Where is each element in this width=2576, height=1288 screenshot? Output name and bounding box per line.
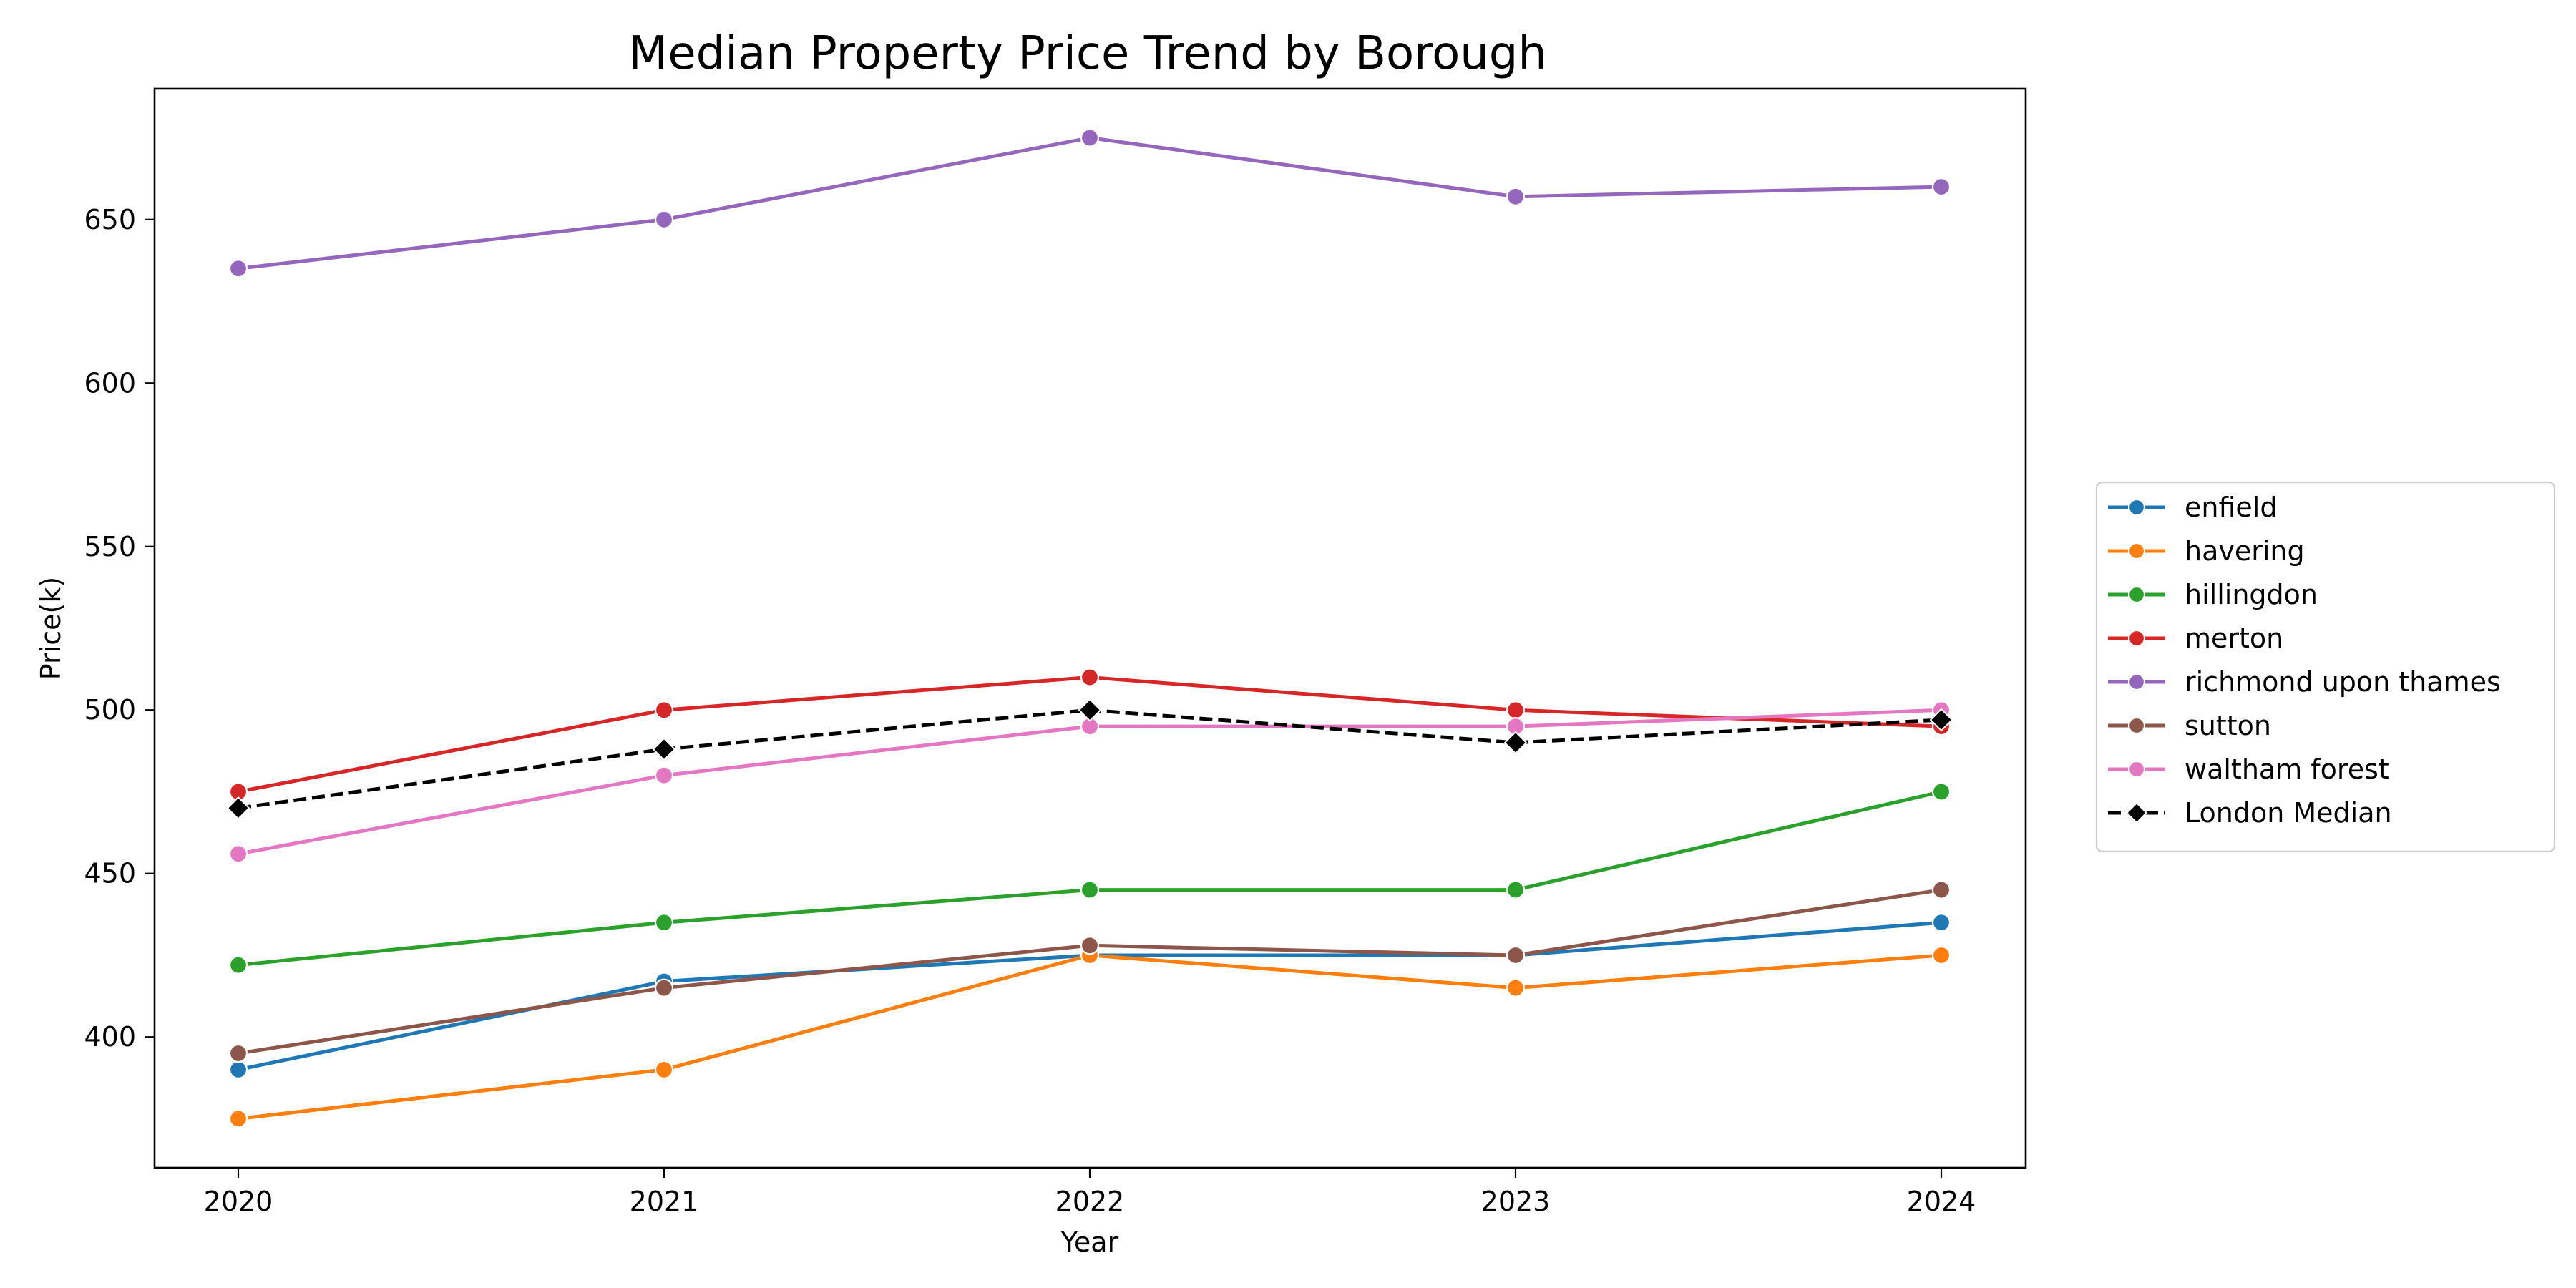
legend-swatch-marker: [2125, 801, 2148, 824]
series-line-sutton: [238, 888, 1942, 1055]
chart-title: Median Property Price Trend by Borough: [628, 27, 1547, 80]
y-tick-label: 450: [84, 858, 136, 889]
legend-label: havering: [2185, 535, 2305, 567]
data-point-merton: [654, 701, 674, 720]
data-point-richmond-upon-thames: [654, 210, 674, 229]
legend-label: hillingdon: [2185, 579, 2318, 610]
legend-item-hillingdon: hillingdon: [2108, 579, 2318, 610]
data-point-sutton: [1506, 945, 1526, 965]
series-hillingdon: [228, 782, 1951, 975]
data-point-london-median: [1078, 698, 1102, 722]
series-line-havering: [238, 953, 1942, 1121]
data-point-havering: [1931, 945, 1951, 965]
data-point-waltham-forest: [654, 766, 674, 785]
data-point-richmond-upon-thames: [1080, 128, 1100, 147]
data-point-london-median: [226, 796, 250, 820]
legend-swatch-marker: [2127, 542, 2146, 560]
data-point-london-median: [1503, 731, 1528, 755]
data-point-sutton: [654, 978, 674, 997]
legend-label: richmond upon thames: [2185, 666, 2501, 698]
legend-item-merton: merton: [2108, 623, 2283, 654]
legend-swatch-marker: [2127, 716, 2146, 735]
data-point-london-median: [1929, 708, 1953, 732]
data-point-hillingdon: [1931, 782, 1951, 801]
data-point-sutton: [228, 1043, 248, 1063]
legend-label: sutton: [2185, 710, 2271, 741]
legend-item-sutton: sutton: [2108, 710, 2271, 741]
data-point-havering: [654, 1060, 674, 1080]
legend-box: [2095, 481, 2556, 853]
legend-item-enfield: enfield: [2108, 492, 2277, 523]
data-point-hillingdon: [228, 955, 248, 975]
data-point-merton: [1506, 701, 1526, 720]
series-waltham-forest: [228, 701, 1951, 864]
data-point-hillingdon: [654, 913, 674, 932]
y-tick-label: 650: [84, 204, 136, 235]
data-point-richmond-upon-thames: [1931, 177, 1951, 197]
data-point-sutton: [1080, 936, 1100, 955]
legend-item-havering: havering: [2108, 535, 2305, 567]
data-point-hillingdon: [1506, 880, 1526, 899]
y-tick-label: 600: [84, 367, 136, 399]
legend-swatch-marker: [2127, 760, 2146, 779]
plot-area: [226, 128, 1953, 1128]
data-point-enfield: [1931, 913, 1951, 932]
legend-swatch-marker: [2127, 629, 2146, 648]
data-point-hillingdon: [1080, 880, 1100, 899]
data-point-richmond-upon-thames: [228, 259, 248, 278]
series-sutton: [228, 880, 1951, 1063]
data-point-merton: [1080, 668, 1100, 687]
y-axis-label: Price(k): [35, 577, 67, 680]
data-point-sutton: [1931, 880, 1951, 899]
x-axis: 2020 2021 2022 2023 2024: [204, 1168, 1976, 1217]
legend-label: merton: [2185, 623, 2283, 654]
x-tick-label: 2020: [204, 1186, 273, 1217]
legend-label: waltham forest: [2185, 753, 2389, 785]
x-axis-label: Year: [1060, 1226, 1119, 1258]
y-tick-label: 400: [84, 1021, 136, 1053]
data-point-london-median: [652, 737, 676, 761]
series-line-richmond-upon-thames: [238, 136, 1942, 270]
x-tick-label: 2022: [1055, 1186, 1125, 1217]
legend-swatch-marker: [2127, 673, 2146, 691]
y-axis: 400 450 500 550 600 650: [84, 204, 155, 1053]
legend-item-richmond-upon-thames: richmond upon thames: [2108, 666, 2501, 698]
data-point-havering: [1506, 978, 1526, 997]
legend-label: enfield: [2185, 492, 2277, 523]
series-london-median: [226, 698, 1953, 820]
plot-frame: [153, 87, 2027, 1169]
legend-swatch-marker: [2127, 498, 2146, 517]
legend: enfield havering hillingdon merton richmond …: [2095, 481, 2556, 853]
data-point-havering: [228, 1109, 248, 1128]
y-tick-label: 550: [84, 531, 136, 562]
data-point-waltham-forest: [228, 844, 248, 864]
y-tick-label: 500: [84, 694, 136, 726]
series-richmond-upon-thames: [228, 128, 1951, 278]
data-point-enfield: [228, 1060, 248, 1080]
legend-item-waltham-forest: waltham forest: [2108, 753, 2389, 785]
x-tick-label: 2024: [1907, 1186, 1976, 1217]
data-point-richmond-upon-thames: [1506, 187, 1526, 206]
legend-swatch-marker: [2127, 585, 2146, 604]
x-tick-label: 2021: [630, 1186, 699, 1217]
legend-label: London Median: [2185, 797, 2392, 829]
x-tick-label: 2023: [1481, 1186, 1551, 1217]
legend-item-london-median: London Median: [2108, 797, 2392, 829]
series-havering: [228, 945, 1951, 1128]
